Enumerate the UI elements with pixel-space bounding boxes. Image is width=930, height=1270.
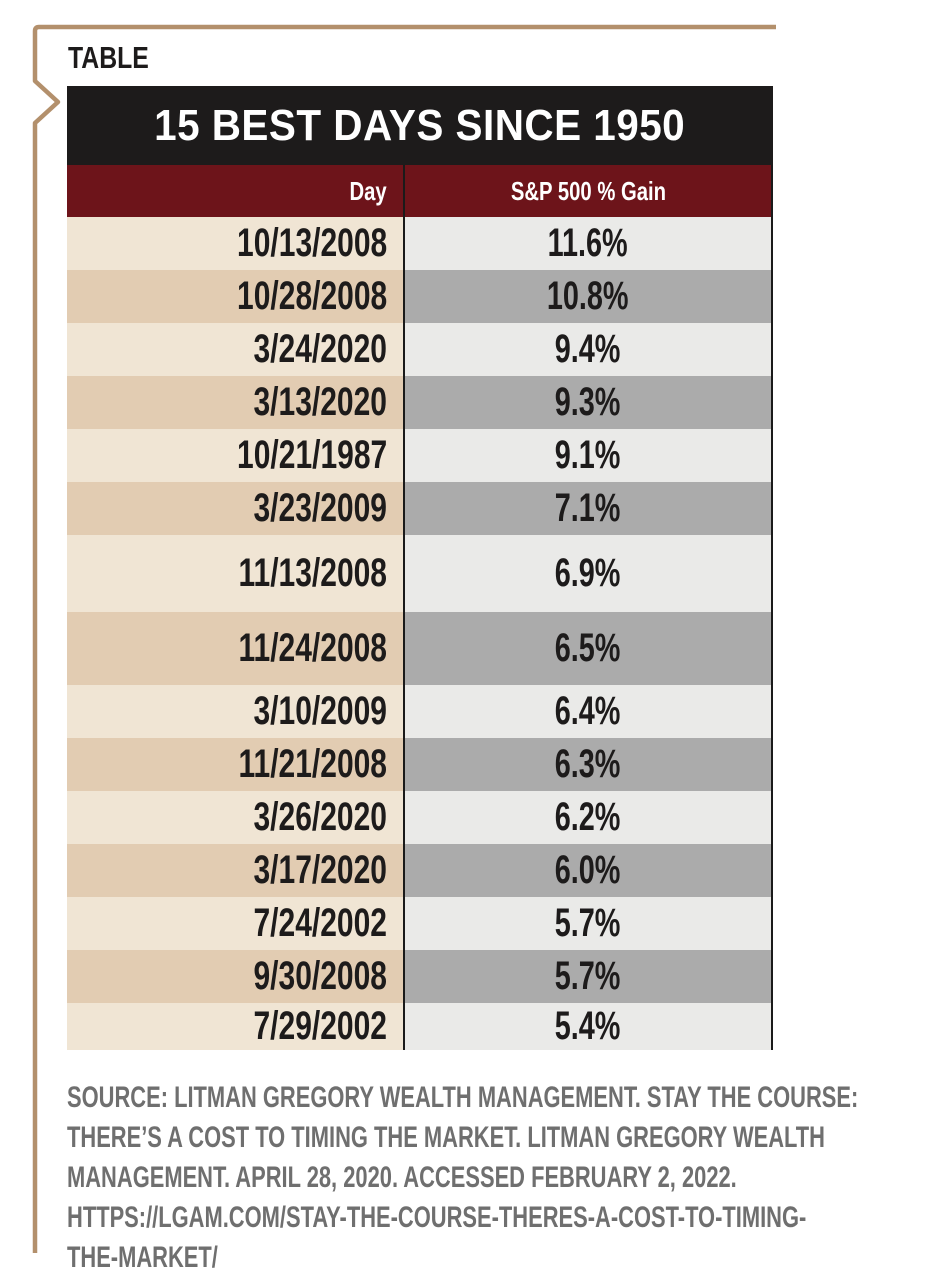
day-value: 3/13/2020 [253, 380, 387, 424]
day-value: 11/13/2008 [238, 551, 388, 595]
table-row: 10/13/2008 11.6% [67, 217, 773, 270]
source-citation: SOURCE: LITMAN GREGORY WEALTH MANAGEMENT… [67, 1078, 858, 1270]
source-line: THE-MARKET/ [67, 1238, 817, 1270]
table-title: 15 BEST DAYS SINCE 1950 [154, 100, 686, 150]
gain-cell: 7.1% [403, 482, 773, 535]
column-header-gain: S&P 500 % Gain [403, 165, 773, 217]
day-cell: 11/24/2008 [67, 612, 403, 685]
day-value: 11/21/2008 [238, 742, 388, 786]
table-kicker-text: TABLE [68, 40, 149, 75]
day-cell: 3/13/2020 [67, 376, 403, 429]
source-line-text: HTTPS://LGAM.COM/STAY-THE-COURSE-THERES-… [67, 1201, 807, 1234]
table-kicker-label: TABLE [68, 40, 169, 76]
gain-cell: 9.4% [403, 323, 773, 376]
day-value: 9/30/2008 [253, 954, 387, 998]
gain-value: 6.9% [555, 551, 621, 595]
table-row: 9/30/2008 5.7% [67, 950, 773, 1003]
table-row: 10/28/2008 10.8% [67, 270, 773, 323]
gain-cell: 6.9% [403, 535, 773, 612]
gain-value: 6.5% [555, 626, 621, 670]
day-cell: 7/29/2002 [67, 1003, 403, 1050]
day-value: 7/29/2002 [253, 1004, 387, 1048]
table-row: 11/24/2008 6.5% [67, 612, 773, 685]
column-header-day-text: Day [349, 175, 387, 206]
column-header-gain-text: S&P 500 % Gain [510, 175, 666, 206]
day-cell: 3/24/2020 [67, 323, 403, 376]
table-row: 3/24/2020 9.4% [67, 323, 773, 376]
gain-value: 10.8% [547, 274, 629, 318]
table-row: 3/17/2020 6.0% [67, 844, 773, 897]
source-line-text: MANAGEMENT. APRIL 28, 2020. ACCESSED FEB… [67, 1161, 737, 1194]
source-line: HTTPS://LGAM.COM/STAY-THE-COURSE-THERES-… [67, 1198, 817, 1238]
gain-cell: 9.3% [403, 376, 773, 429]
source-line-text: THE-MARKET/ [67, 1241, 218, 1270]
gain-value: 7.1% [555, 486, 621, 530]
day-value: 3/24/2020 [253, 327, 387, 371]
day-value: 3/23/2009 [253, 486, 387, 530]
gain-cell: 9.1% [403, 429, 773, 482]
source-line: SOURCE: LITMAN GREGORY WEALTH MANAGEMENT… [67, 1078, 858, 1118]
table-row: 3/10/2009 6.4% [67, 685, 773, 738]
day-value: 10/28/2008 [236, 274, 387, 318]
gain-cell: 11.6% [403, 217, 773, 270]
table-header-row: Day S&P 500 % Gain [67, 165, 773, 217]
gain-cell: 5.4% [403, 1003, 773, 1050]
source-line: MANAGEMENT. APRIL 28, 2020. ACCESSED FEB… [67, 1158, 817, 1198]
table-row: 3/23/2009 7.1% [67, 482, 773, 535]
table-row: 7/24/2002 5.7% [67, 897, 773, 950]
source-line-text: THERE’S A COST TO TIMING THE MARKET. LIT… [67, 1121, 825, 1154]
gain-value: 11.6% [547, 221, 629, 265]
day-value: 7/24/2002 [253, 901, 387, 945]
gain-value: 5.7% [555, 901, 621, 945]
day-value: 3/26/2020 [253, 795, 387, 839]
day-cell: 3/23/2009 [67, 482, 403, 535]
gain-value: 6.2% [555, 795, 621, 839]
gain-value: 6.3% [555, 742, 621, 786]
day-cell: 11/13/2008 [67, 535, 403, 612]
day-cell: 3/17/2020 [67, 844, 403, 897]
gain-cell: 6.3% [403, 738, 773, 791]
table-row: 3/26/2020 6.2% [67, 791, 773, 844]
day-cell: 7/24/2002 [67, 897, 403, 950]
day-cell: 10/21/1987 [67, 429, 403, 482]
table-row: 7/29/2002 5.4% [67, 1003, 773, 1050]
gain-value: 6.4% [555, 689, 621, 733]
day-cell: 10/28/2008 [67, 270, 403, 323]
table-row: 10/21/1987 9.1% [67, 429, 773, 482]
gain-value: 6.0% [555, 848, 621, 892]
table-row: 11/21/2008 6.3% [67, 738, 773, 791]
gain-value: 9.3% [555, 380, 621, 424]
day-cell: 3/10/2009 [67, 685, 403, 738]
day-cell: 11/21/2008 [67, 738, 403, 791]
table-title-bar: 15 BEST DAYS SINCE 1950 [67, 86, 773, 165]
gain-cell: 6.0% [403, 844, 773, 897]
gain-cell: 5.7% [403, 897, 773, 950]
gain-value: 9.1% [555, 433, 621, 477]
best-days-table: 15 BEST DAYS SINCE 1950 Day S&P 500 % Ga… [67, 86, 773, 1050]
day-value: 11/24/2008 [238, 626, 388, 670]
source-line: THERE’S A COST TO TIMING THE MARKET. LIT… [67, 1118, 825, 1158]
table-row: 3/13/2020 9.3% [67, 376, 773, 429]
gain-cell: 5.7% [403, 950, 773, 1003]
day-cell: 10/13/2008 [67, 217, 403, 270]
source-line-text: SOURCE: LITMAN GREGORY WEALTH MANAGEMENT… [67, 1081, 859, 1114]
gain-cell: 6.5% [403, 612, 773, 685]
day-value: 3/10/2009 [253, 689, 387, 733]
day-cell: 3/26/2020 [67, 791, 403, 844]
gain-value: 5.7% [555, 954, 621, 998]
table-row: 11/13/2008 6.9% [67, 535, 773, 612]
table-body: 10/13/2008 11.6% 10/28/2008 10.8% 3/24/2… [67, 217, 773, 1050]
day-value: 10/13/2008 [236, 221, 387, 265]
gain-cell: 6.2% [403, 791, 773, 844]
gain-value: 5.4% [555, 1004, 621, 1048]
day-value: 10/21/1987 [236, 433, 387, 477]
column-header-day: Day [67, 165, 403, 217]
gain-cell: 6.4% [403, 685, 773, 738]
gain-cell: 10.8% [403, 270, 773, 323]
day-value: 3/17/2020 [253, 848, 387, 892]
gain-value: 9.4% [555, 327, 621, 371]
day-cell: 9/30/2008 [67, 950, 403, 1003]
